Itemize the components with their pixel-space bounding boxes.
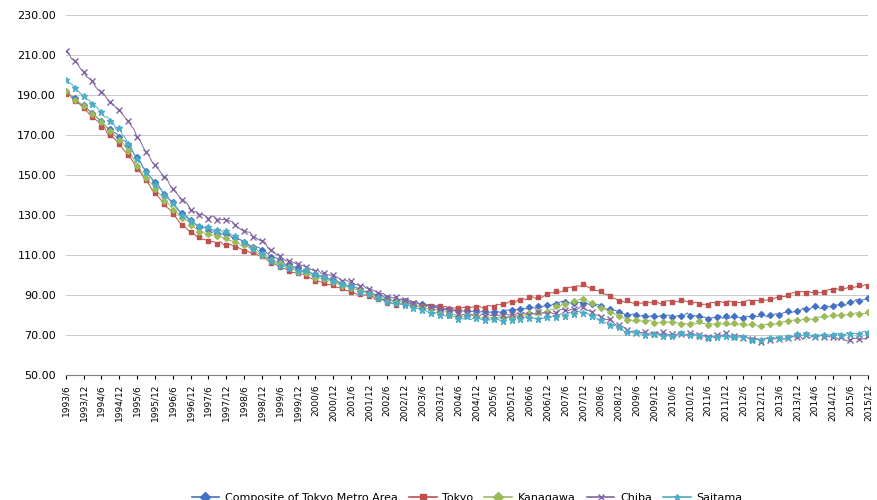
- Legend: Composite of Tokyo Metro Area, Tokyo, Kanagawa, Chiba, Saitama: Composite of Tokyo Metro Area, Tokyo, Ka…: [187, 488, 747, 500]
